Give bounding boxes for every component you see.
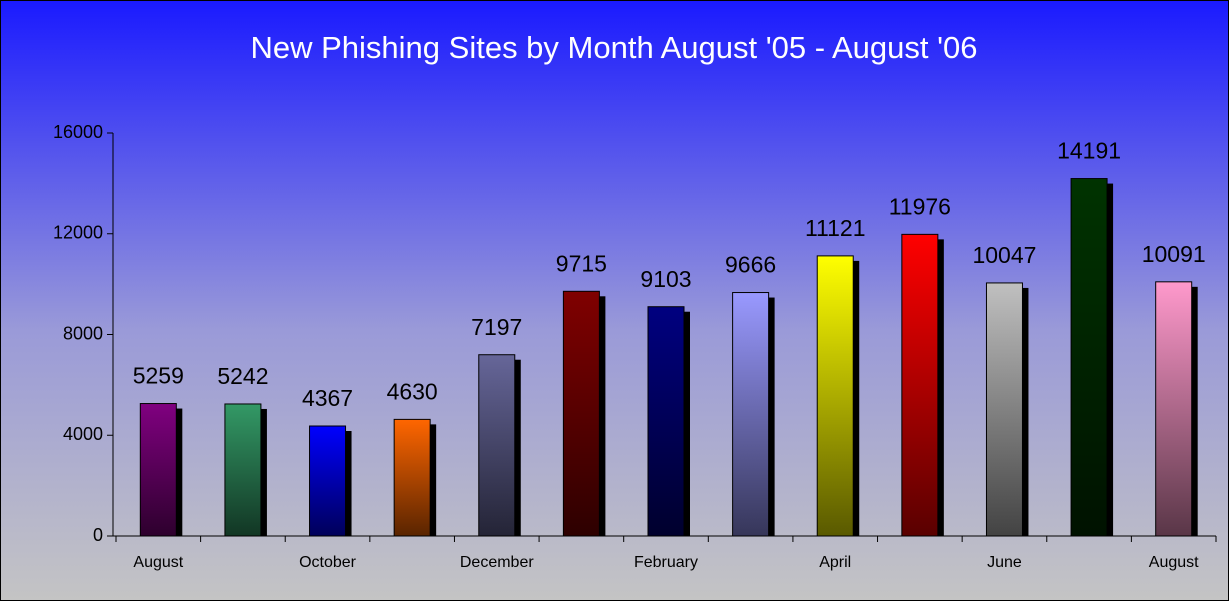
bar (901, 233, 939, 537)
bar (985, 282, 1023, 537)
value-label: 10091 (1142, 241, 1206, 267)
value-label: 5259 (133, 363, 184, 389)
x-tick-label: February (634, 554, 698, 571)
value-label: 9715 (556, 250, 607, 276)
y-tick-label: 12000 (53, 223, 103, 243)
chart-title: New Phishing Sites by Month August '05 -… (251, 30, 978, 65)
bar (647, 306, 685, 537)
value-label: 7197 (471, 314, 522, 340)
x-tick-label: August (133, 554, 183, 571)
bar (816, 255, 854, 537)
value-label: 11976 (889, 193, 951, 219)
value-label: 11121 (805, 215, 866, 241)
x-tick-label: August (1149, 554, 1199, 571)
bar (224, 403, 262, 537)
x-tick-label: June (987, 554, 1022, 571)
bar (1155, 281, 1193, 537)
value-label: 9666 (725, 252, 776, 278)
x-tick-label: April (819, 554, 851, 571)
x-tick-label: October (299, 554, 357, 571)
bar (562, 290, 600, 537)
y-tick-label: 0 (93, 525, 103, 545)
bar (478, 354, 516, 537)
y-tick-label: 8000 (63, 323, 103, 343)
value-label: 10047 (972, 242, 1036, 268)
bar (139, 403, 177, 537)
value-label: 4367 (302, 385, 353, 411)
y-tick-label: 4000 (63, 424, 103, 444)
value-label: 4630 (387, 378, 438, 404)
bar (393, 418, 431, 537)
x-tick-label: December (460, 554, 534, 571)
y-tick-label: 16000 (53, 122, 103, 142)
bar (1070, 178, 1108, 537)
value-label: 9103 (640, 266, 691, 292)
bar (309, 425, 347, 537)
value-label: 14191 (1057, 138, 1121, 164)
value-label: 5242 (217, 363, 268, 389)
bar (732, 292, 770, 537)
